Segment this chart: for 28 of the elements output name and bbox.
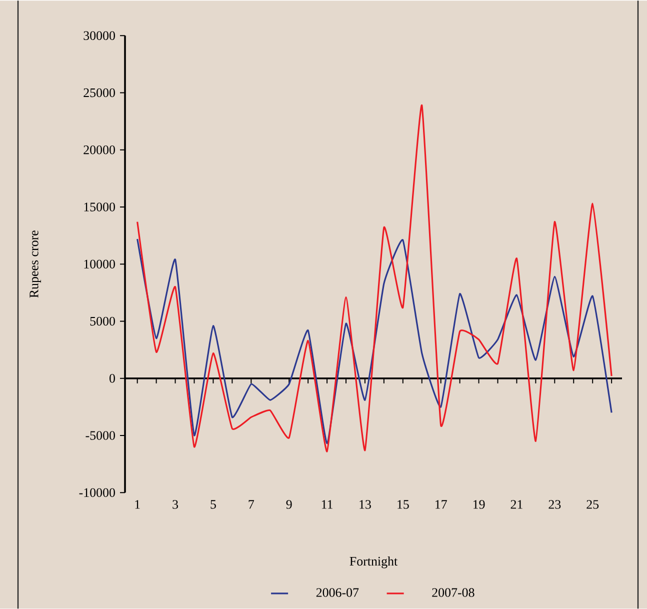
x-tick-label: 21 <box>510 500 522 509</box>
y-axis-title: Rupees crore <box>30 230 41 298</box>
x-tick-label: 3 <box>172 500 178 509</box>
y-tick-label: 30000 <box>84 31 115 40</box>
x-tick-label: 7 <box>248 500 254 508</box>
x-axis-title: Fortnight <box>350 556 398 568</box>
y-tick-label: 20000 <box>84 145 115 154</box>
y-tick-label: 10000 <box>84 260 115 268</box>
legend-label: 2006-07 <box>316 588 359 597</box>
y-tick-label: 0 <box>110 374 115 383</box>
x-tick-label: 15 <box>398 500 409 509</box>
legend-label: 2007-08 <box>432 588 474 597</box>
x-tick-label: 11 <box>322 500 332 509</box>
x-tick-label: 23 <box>548 500 561 509</box>
y-tick-label: 15000 <box>84 202 115 212</box>
x-tick-label: 19 <box>473 500 485 509</box>
x-tick-label: 17 <box>436 500 447 509</box>
y-tick-label: 5000 <box>90 316 115 326</box>
x-tick-label: 25 <box>586 500 599 509</box>
x-tick-label: 9 <box>286 500 292 509</box>
x-tick-label: 5 <box>210 500 216 509</box>
y-tick-label: -10000 <box>79 488 115 497</box>
x-tick-label: 1 <box>135 500 140 509</box>
y-tick-label: -5000 <box>86 431 115 440</box>
line-series <box>136 238 612 444</box>
line-series <box>136 104 612 452</box>
x-tick-label: 13 <box>360 500 371 509</box>
y-tick-label: 25000 <box>84 88 115 97</box>
